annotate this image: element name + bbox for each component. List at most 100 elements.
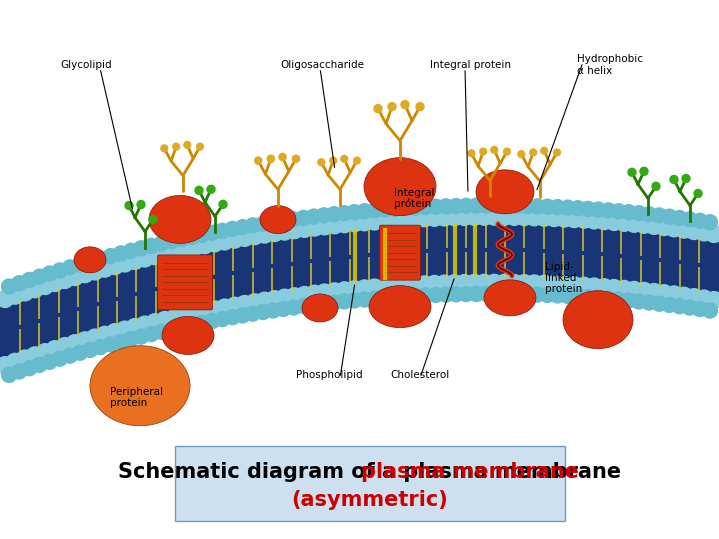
Circle shape	[479, 286, 494, 301]
Circle shape	[526, 209, 543, 226]
Circle shape	[367, 203, 383, 218]
Circle shape	[486, 274, 503, 292]
Circle shape	[266, 291, 283, 308]
Circle shape	[666, 220, 682, 237]
Circle shape	[225, 310, 240, 324]
Ellipse shape	[149, 196, 211, 244]
Circle shape	[396, 211, 413, 228]
Circle shape	[226, 298, 243, 314]
Ellipse shape	[369, 286, 431, 328]
Circle shape	[406, 210, 423, 227]
Circle shape	[326, 283, 343, 300]
Circle shape	[149, 216, 157, 224]
Circle shape	[662, 298, 677, 313]
Circle shape	[640, 167, 648, 175]
Circle shape	[286, 212, 301, 227]
Circle shape	[621, 293, 636, 308]
Circle shape	[106, 258, 124, 274]
Circle shape	[656, 285, 672, 302]
Circle shape	[611, 292, 626, 307]
Circle shape	[86, 329, 104, 346]
Circle shape	[401, 101, 409, 109]
Circle shape	[326, 217, 343, 234]
Circle shape	[52, 351, 68, 366]
Circle shape	[66, 268, 83, 286]
Circle shape	[276, 223, 293, 240]
Circle shape	[63, 260, 78, 275]
Circle shape	[636, 216, 653, 233]
Circle shape	[276, 213, 290, 228]
Circle shape	[550, 288, 565, 303]
Circle shape	[469, 287, 484, 301]
Circle shape	[173, 143, 180, 150]
Circle shape	[426, 209, 443, 226]
Circle shape	[646, 284, 663, 301]
Circle shape	[134, 329, 149, 344]
Text: Hydrophobic: Hydrophobic	[577, 54, 643, 64]
Circle shape	[406, 277, 423, 293]
Circle shape	[236, 295, 253, 313]
Circle shape	[42, 354, 57, 369]
Circle shape	[459, 198, 474, 213]
Circle shape	[206, 235, 223, 252]
Circle shape	[636, 282, 653, 300]
Circle shape	[245, 306, 260, 321]
Circle shape	[73, 257, 88, 272]
Circle shape	[605, 213, 623, 230]
Circle shape	[581, 202, 595, 216]
Circle shape	[255, 157, 262, 164]
Circle shape	[166, 243, 183, 260]
Circle shape	[66, 335, 83, 352]
Circle shape	[439, 287, 454, 302]
Text: Phospholipid: Phospholipid	[296, 370, 362, 380]
Circle shape	[459, 287, 474, 302]
Circle shape	[166, 309, 183, 326]
Text: Cholesterol: Cholesterol	[390, 370, 449, 380]
Circle shape	[357, 292, 372, 307]
Circle shape	[540, 287, 555, 302]
Circle shape	[52, 263, 68, 278]
Circle shape	[676, 221, 692, 238]
Circle shape	[276, 301, 290, 316]
Circle shape	[63, 348, 78, 363]
Ellipse shape	[484, 280, 536, 316]
Circle shape	[286, 222, 303, 239]
Circle shape	[156, 312, 173, 328]
Circle shape	[560, 200, 575, 215]
Circle shape	[416, 210, 433, 227]
Circle shape	[6, 354, 24, 370]
Circle shape	[386, 211, 403, 229]
Text: plasma membrane: plasma membrane	[245, 462, 579, 482]
Circle shape	[516, 209, 533, 225]
Circle shape	[103, 337, 118, 352]
Circle shape	[316, 208, 331, 223]
Circle shape	[595, 212, 613, 230]
Circle shape	[22, 361, 37, 376]
Circle shape	[692, 213, 707, 228]
Circle shape	[154, 324, 169, 339]
Circle shape	[336, 206, 352, 220]
Text: protein: protein	[110, 398, 147, 408]
Circle shape	[491, 147, 498, 153]
Circle shape	[306, 219, 323, 236]
Circle shape	[215, 312, 230, 327]
Circle shape	[114, 246, 128, 261]
Circle shape	[0, 357, 14, 374]
Circle shape	[103, 248, 118, 264]
Circle shape	[672, 210, 687, 225]
Circle shape	[205, 314, 220, 328]
Circle shape	[516, 275, 533, 292]
Polygon shape	[0, 222, 719, 362]
Circle shape	[347, 293, 362, 308]
Circle shape	[601, 291, 616, 306]
Circle shape	[536, 209, 553, 226]
Circle shape	[621, 205, 636, 220]
Ellipse shape	[90, 345, 190, 426]
Text: Glycolipid: Glycolipid	[60, 60, 111, 70]
Circle shape	[499, 287, 514, 301]
Circle shape	[195, 227, 209, 242]
Circle shape	[426, 275, 443, 293]
Circle shape	[601, 203, 616, 218]
Circle shape	[560, 288, 575, 303]
Ellipse shape	[260, 205, 296, 233]
